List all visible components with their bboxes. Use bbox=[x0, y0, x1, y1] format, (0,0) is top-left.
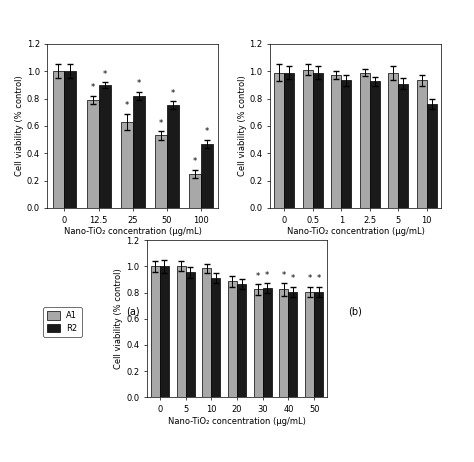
Text: *: * bbox=[171, 89, 175, 98]
Bar bbox=[289, 292, 298, 397]
Bar bbox=[211, 278, 220, 397]
Bar bbox=[167, 105, 179, 208]
Bar bbox=[133, 96, 145, 208]
Bar bbox=[274, 73, 284, 208]
X-axis label: Nano-TiO₂ concentration (μg/mL): Nano-TiO₂ concentration (μg/mL) bbox=[64, 227, 201, 237]
Text: (a): (a) bbox=[126, 306, 139, 316]
Text: *: * bbox=[265, 271, 269, 280]
Text: *: * bbox=[205, 127, 209, 136]
Text: *: * bbox=[291, 274, 295, 283]
Bar bbox=[121, 122, 133, 208]
Bar bbox=[305, 292, 314, 397]
Bar bbox=[303, 70, 313, 208]
Bar bbox=[155, 135, 167, 208]
Bar bbox=[201, 144, 213, 208]
Bar bbox=[341, 80, 351, 208]
Bar bbox=[263, 288, 272, 397]
Y-axis label: Cell viability (% control): Cell viability (% control) bbox=[15, 75, 24, 176]
Bar bbox=[237, 284, 246, 397]
Bar bbox=[254, 289, 263, 397]
Bar bbox=[160, 267, 169, 397]
Bar bbox=[176, 266, 185, 397]
Y-axis label: Cell viability (% control): Cell viability (% control) bbox=[237, 75, 246, 176]
Bar bbox=[360, 73, 370, 208]
Text: (b): (b) bbox=[348, 306, 363, 316]
Bar bbox=[284, 73, 294, 208]
Bar bbox=[417, 80, 427, 208]
Text: *: * bbox=[159, 119, 163, 128]
Bar bbox=[151, 267, 160, 397]
Text: *: * bbox=[317, 274, 321, 283]
Bar bbox=[280, 289, 289, 397]
Text: *: * bbox=[102, 70, 107, 79]
Text: *: * bbox=[91, 84, 95, 92]
Text: *: * bbox=[256, 272, 260, 281]
Text: *: * bbox=[125, 101, 129, 110]
Bar bbox=[189, 174, 201, 208]
X-axis label: Nano-TiO₂ concentration (μg/mL): Nano-TiO₂ concentration (μg/mL) bbox=[287, 227, 424, 237]
Bar bbox=[87, 100, 99, 208]
Bar bbox=[228, 281, 237, 397]
Bar bbox=[314, 292, 323, 397]
Bar bbox=[202, 268, 211, 397]
Text: *: * bbox=[308, 274, 312, 283]
Bar bbox=[53, 71, 64, 208]
Bar bbox=[388, 73, 398, 208]
Text: *: * bbox=[282, 271, 286, 280]
Y-axis label: Cell viability (% control): Cell viability (% control) bbox=[114, 268, 123, 369]
X-axis label: Nano-TiO₂ concentration (μg/mL): Nano-TiO₂ concentration (μg/mL) bbox=[168, 417, 306, 426]
Bar bbox=[427, 104, 437, 208]
Bar bbox=[398, 84, 408, 208]
Bar bbox=[331, 75, 341, 208]
Bar bbox=[64, 71, 76, 208]
Bar bbox=[185, 272, 194, 397]
Legend: A1, R2: A1, R2 bbox=[43, 307, 82, 337]
Bar bbox=[370, 81, 380, 208]
Legend: A1, R2: A1, R2 bbox=[266, 307, 304, 337]
Bar bbox=[99, 85, 110, 208]
Text: *: * bbox=[193, 157, 197, 166]
Bar bbox=[313, 73, 323, 208]
Text: *: * bbox=[137, 79, 141, 88]
